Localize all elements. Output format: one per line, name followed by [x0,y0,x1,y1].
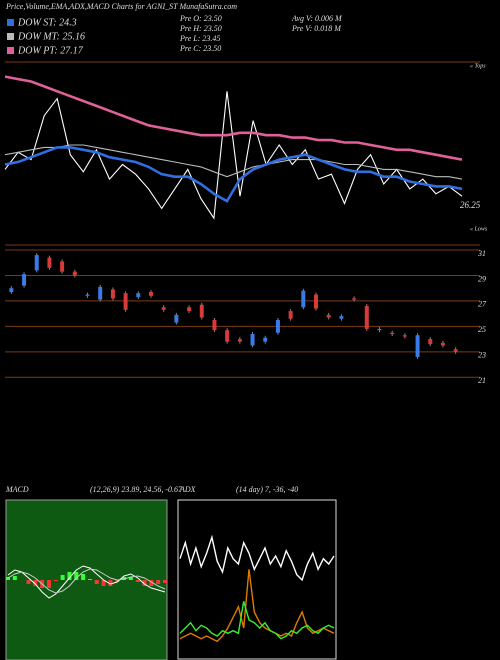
histogram-bar [128,577,133,580]
histogram-bar [46,580,51,588]
y-tick-label: 21 [478,376,486,385]
legend-swatch [7,33,14,40]
stat: Pre L: 23.45 [179,34,220,43]
candle [148,292,153,296]
stat: Pre H: 23.50 [179,24,222,33]
histogram-bar [74,572,79,580]
histogram-bar [142,580,147,586]
histogram-bar [101,580,106,586]
candle [288,311,293,319]
candle [34,255,39,271]
candle [275,320,280,333]
candle [237,339,242,342]
candle [212,320,217,331]
candle [352,298,357,300]
adx-title: ADX [179,485,197,494]
histogram-bar [135,580,140,582]
histogram-bar [6,577,10,580]
histogram-bar [149,580,154,586]
candle [402,335,407,337]
candle [72,271,77,276]
chart-title: Price,Volume,EMA,ADX,MACD Charts for AGN… [5,2,237,11]
macd-title: MACD [5,485,29,494]
candle [98,286,103,300]
adx-panel [177,499,337,660]
adx-subtitle: (14 day) 7, -36, -40 [236,485,298,494]
candle [22,274,27,286]
annotation: « Lows [470,226,488,232]
annotation: 26.25 [460,200,481,210]
series-line [179,534,335,582]
candle [339,316,344,319]
y-tick-label: 23 [478,351,486,360]
legend-label: DOW MT: 25.16 [17,31,85,42]
y-tick-label: 31 [477,249,486,258]
series-line [179,601,335,640]
histogram-bar [108,580,113,586]
candle [250,334,255,346]
candle [187,307,192,312]
histogram-bar [156,580,161,584]
candle [110,289,115,299]
histogram-bar [53,580,58,581]
candle [136,293,141,298]
candle [415,335,420,357]
candle [364,306,369,329]
histogram-bar [60,575,65,580]
histogram-bar [67,572,72,580]
histogram-bar [26,580,31,584]
y-tick-label: 29 [478,274,486,283]
series-line [4,144,463,180]
macd-subtitle: (12,26,9) 23.89, 24.56, -0.67 [90,485,183,494]
stat: Avg V: 0.006 M [291,14,343,23]
candle [199,304,204,318]
candle [314,294,319,309]
histogram-bar [33,580,38,586]
series-line [4,91,463,220]
candle [85,294,90,296]
candle [428,339,433,345]
series-line [4,75,463,161]
stat: Pre C: 23.50 [179,44,221,53]
candle [301,290,306,308]
stat: Pre V: 0.018 M [291,24,342,33]
histogram-bar [87,579,92,580]
candle [440,342,445,346]
candle [47,257,52,268]
candle [123,293,128,310]
candle [453,349,458,352]
y-tick-label: 25 [478,325,486,334]
candle [326,314,331,318]
stat: Pre O: 23.50 [179,14,222,23]
histogram-bar [12,576,17,580]
histogram-bar [115,580,120,582]
candle [225,330,230,342]
annotation: « Tops [470,63,486,69]
series-line [7,565,166,599]
series-line [7,568,166,594]
legend-label: DOW ST: 24.3 [17,17,77,28]
legend-swatch [7,47,14,54]
candle [161,307,166,310]
candle [390,332,395,334]
legend-swatch [7,19,14,26]
candle [60,261,65,272]
candle [377,328,382,331]
y-tick-label: 27 [478,300,487,309]
histogram-bar [163,580,167,583]
candle [174,314,179,323]
series-line [179,569,335,643]
histogram-bar [94,580,99,584]
candle [263,337,268,342]
histogram-bar [81,574,86,580]
series-line [4,146,463,203]
legend-label: DOW PT: 27.17 [17,45,84,56]
candle [9,288,14,292]
